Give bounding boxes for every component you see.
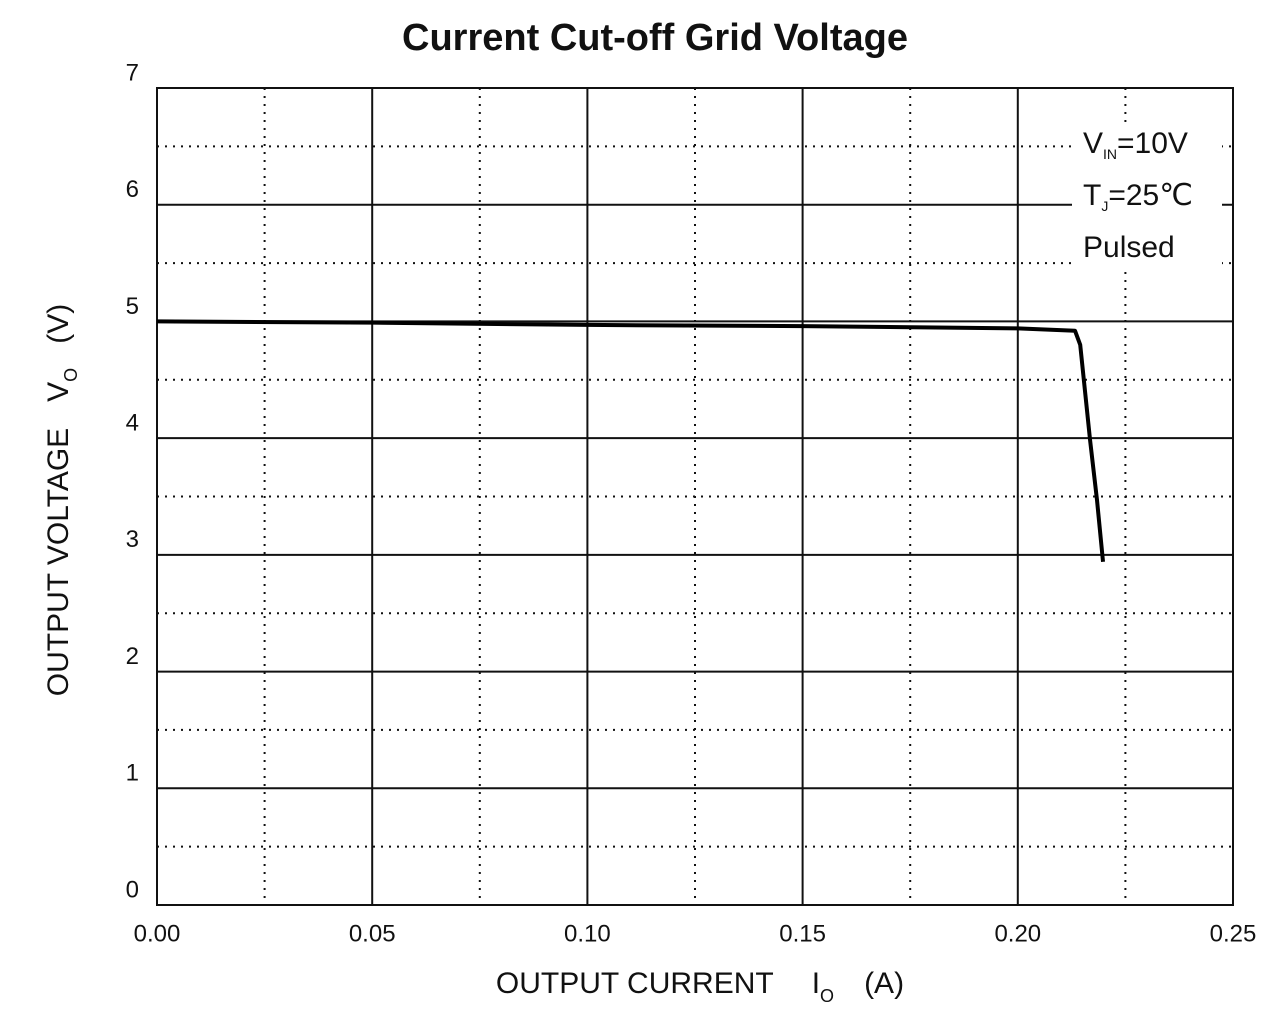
x-label-symbol: I — [812, 967, 820, 1000]
x-tick-label: 0.05 — [349, 920, 396, 947]
x-tick-label: 0.25 — [1210, 920, 1257, 947]
annotation-subscript: J — [1101, 198, 1108, 214]
y-tick-label: 0 — [126, 876, 139, 903]
annotation-text: =10V — [1117, 127, 1188, 160]
grid — [156, 87, 1234, 906]
y-tick-label: 2 — [126, 643, 139, 670]
y-tick-label: 3 — [126, 526, 139, 553]
x-tick-label: 0.10 — [564, 920, 611, 947]
data-line — [156, 319, 1106, 563]
x-tick-label: 0.00 — [134, 920, 181, 947]
x-label-subscript: O — [820, 986, 834, 1006]
x-label-unit: (A) — [864, 967, 904, 1000]
y-label-unit: (V) — [42, 304, 75, 344]
annotation: TJ=25℃ — [1083, 179, 1193, 214]
annotation-symbol: T — [1083, 179, 1101, 212]
y-tick-label: 6 — [126, 176, 139, 203]
annotation-text: Pulsed — [1083, 231, 1175, 264]
y-axis-label: OUTPUT VOLTAGE VO (V) — [42, 304, 81, 696]
annotation-box — [1072, 122, 1222, 270]
annotation-text: =25℃ — [1108, 179, 1193, 212]
annotation-subscript: IN — [1103, 146, 1117, 162]
x-axis-label: OUTPUT CURRENT IO (A) — [496, 967, 904, 1006]
annotations: VIN=10V TJ=25℃ Pulsed — [1083, 127, 1193, 264]
y-tick-label: 5 — [126, 293, 139, 320]
x-tick-label: 0.15 — [779, 920, 826, 947]
x-tick-label: 0.20 — [994, 920, 1041, 947]
plot-frame — [156, 87, 1234, 906]
annotation: VIN=10V — [1083, 127, 1188, 162]
annotation: Pulsed — [1083, 231, 1175, 264]
y-label-text: OUTPUT VOLTAGE — [42, 428, 75, 696]
y-tick-label: 1 — [126, 760, 139, 787]
x-label-text: OUTPUT CURRENT — [496, 967, 774, 1000]
annotation-symbol: V — [1083, 127, 1103, 160]
y-tick-label: 4 — [126, 409, 139, 436]
chart-title: Current Cut-off Grid Voltage — [402, 17, 908, 59]
y-tick-label: 7 — [126, 59, 139, 86]
y-label-symbol: V — [42, 382, 75, 402]
y-label-subscript: O — [61, 368, 81, 382]
